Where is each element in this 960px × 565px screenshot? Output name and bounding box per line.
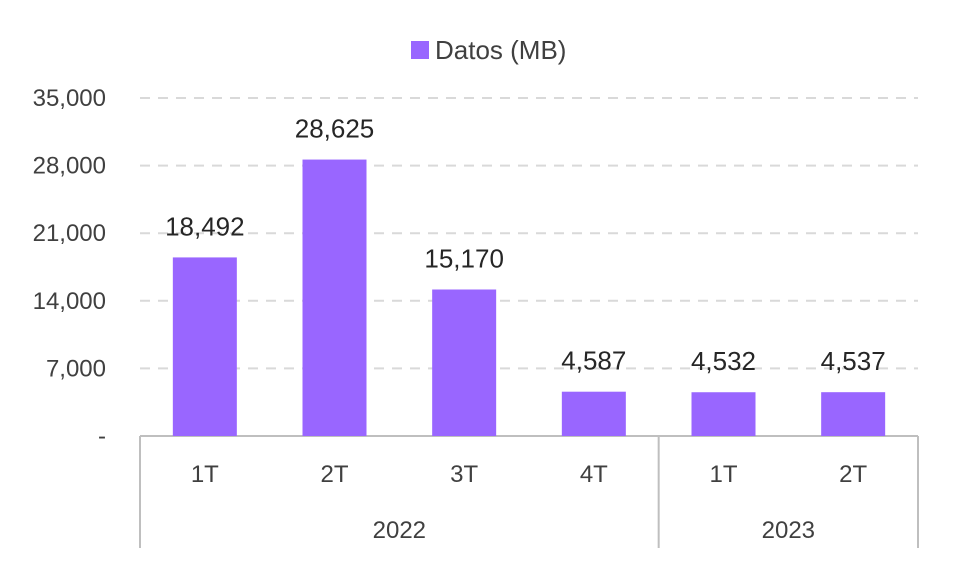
bar xyxy=(821,392,886,436)
x-category-label: 4T xyxy=(580,461,608,488)
gridlines xyxy=(140,97,918,370)
y-tick-label: 28,000 xyxy=(33,153,106,180)
x-category-label: 2T xyxy=(839,461,867,488)
data-label: 15,170 xyxy=(424,244,504,274)
y-tick-label: 14,000 xyxy=(33,288,106,315)
data-labels: 18,492 28,625 15,170 4,587 4,532 4,537 xyxy=(165,114,886,377)
legend: Datos (MB) xyxy=(411,35,566,65)
y-tick-label: 21,000 xyxy=(33,220,106,247)
data-label: 4,532 xyxy=(691,346,756,376)
x-group-label: 2023 xyxy=(762,517,815,544)
y-tick-label: 7,000 xyxy=(46,355,106,382)
axes: - 7,000 14,000 21,000 28,000 35,000 1T 2T 3T 4T 1T… xyxy=(33,85,919,548)
bar xyxy=(172,257,237,436)
data-label: 4,537 xyxy=(821,346,886,376)
y-tick-label: - xyxy=(98,423,106,450)
data-label: 4,587 xyxy=(561,346,626,376)
bar xyxy=(302,159,367,437)
y-tick-label: 35,000 xyxy=(33,85,106,112)
legend-swatch xyxy=(411,41,429,59)
x-category-label: 2T xyxy=(320,461,348,488)
bar xyxy=(432,289,497,436)
x-group-label: 2022 xyxy=(373,517,426,544)
bar xyxy=(691,392,756,436)
bar xyxy=(561,391,626,436)
bars xyxy=(172,159,886,437)
x-category-label: 3T xyxy=(450,461,478,488)
legend-label: Datos (MB) xyxy=(435,35,566,65)
x-category-label: 1T xyxy=(709,461,737,488)
data-label: 28,625 xyxy=(295,114,375,144)
x-category-label: 1T xyxy=(191,461,219,488)
data-label: 18,492 xyxy=(165,211,245,241)
